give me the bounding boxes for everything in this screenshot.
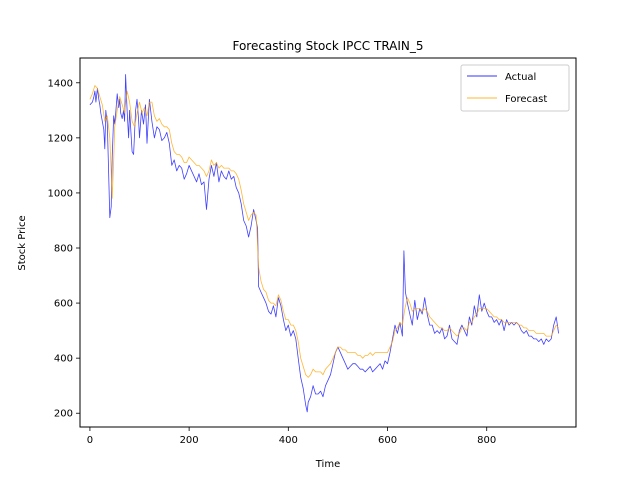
axes-frame (79, 57, 577, 428)
y-tick-label: 600 (54, 299, 73, 310)
x-tick-label: 0 (87, 435, 93, 446)
legend-label-actual: Actual (505, 72, 536, 83)
x-axis-label: Time (315, 459, 340, 470)
legend-label-forecast: Forecast (505, 94, 547, 105)
series-line-forecast (89, 85, 559, 378)
series-line-actual (89, 74, 559, 413)
x-axis: 0 200 400 600 800 (87, 427, 496, 446)
plot-area (89, 74, 559, 413)
x-tick-label: 600 (378, 435, 397, 446)
x-tick-label: 800 (477, 435, 496, 446)
y-tick-label: 1200 (48, 133, 73, 144)
y-tick-label: 200 (54, 409, 73, 420)
y-tick-label: 800 (54, 244, 73, 255)
x-tick-label: 400 (279, 435, 298, 446)
legend: Actual Forecast (460, 64, 570, 112)
chart-title: Forecasting Stock IPCC TRAIN_5 (232, 39, 423, 53)
y-tick-label: 400 (54, 354, 73, 365)
y-tick-label: 1400 (48, 78, 73, 89)
x-tick-label: 200 (180, 435, 199, 446)
y-axis-label: Stock Price (17, 215, 28, 270)
y-tick-label: 1000 (48, 188, 73, 199)
y-axis: 200 400 600 800 1000 1200 1400 (48, 78, 80, 420)
